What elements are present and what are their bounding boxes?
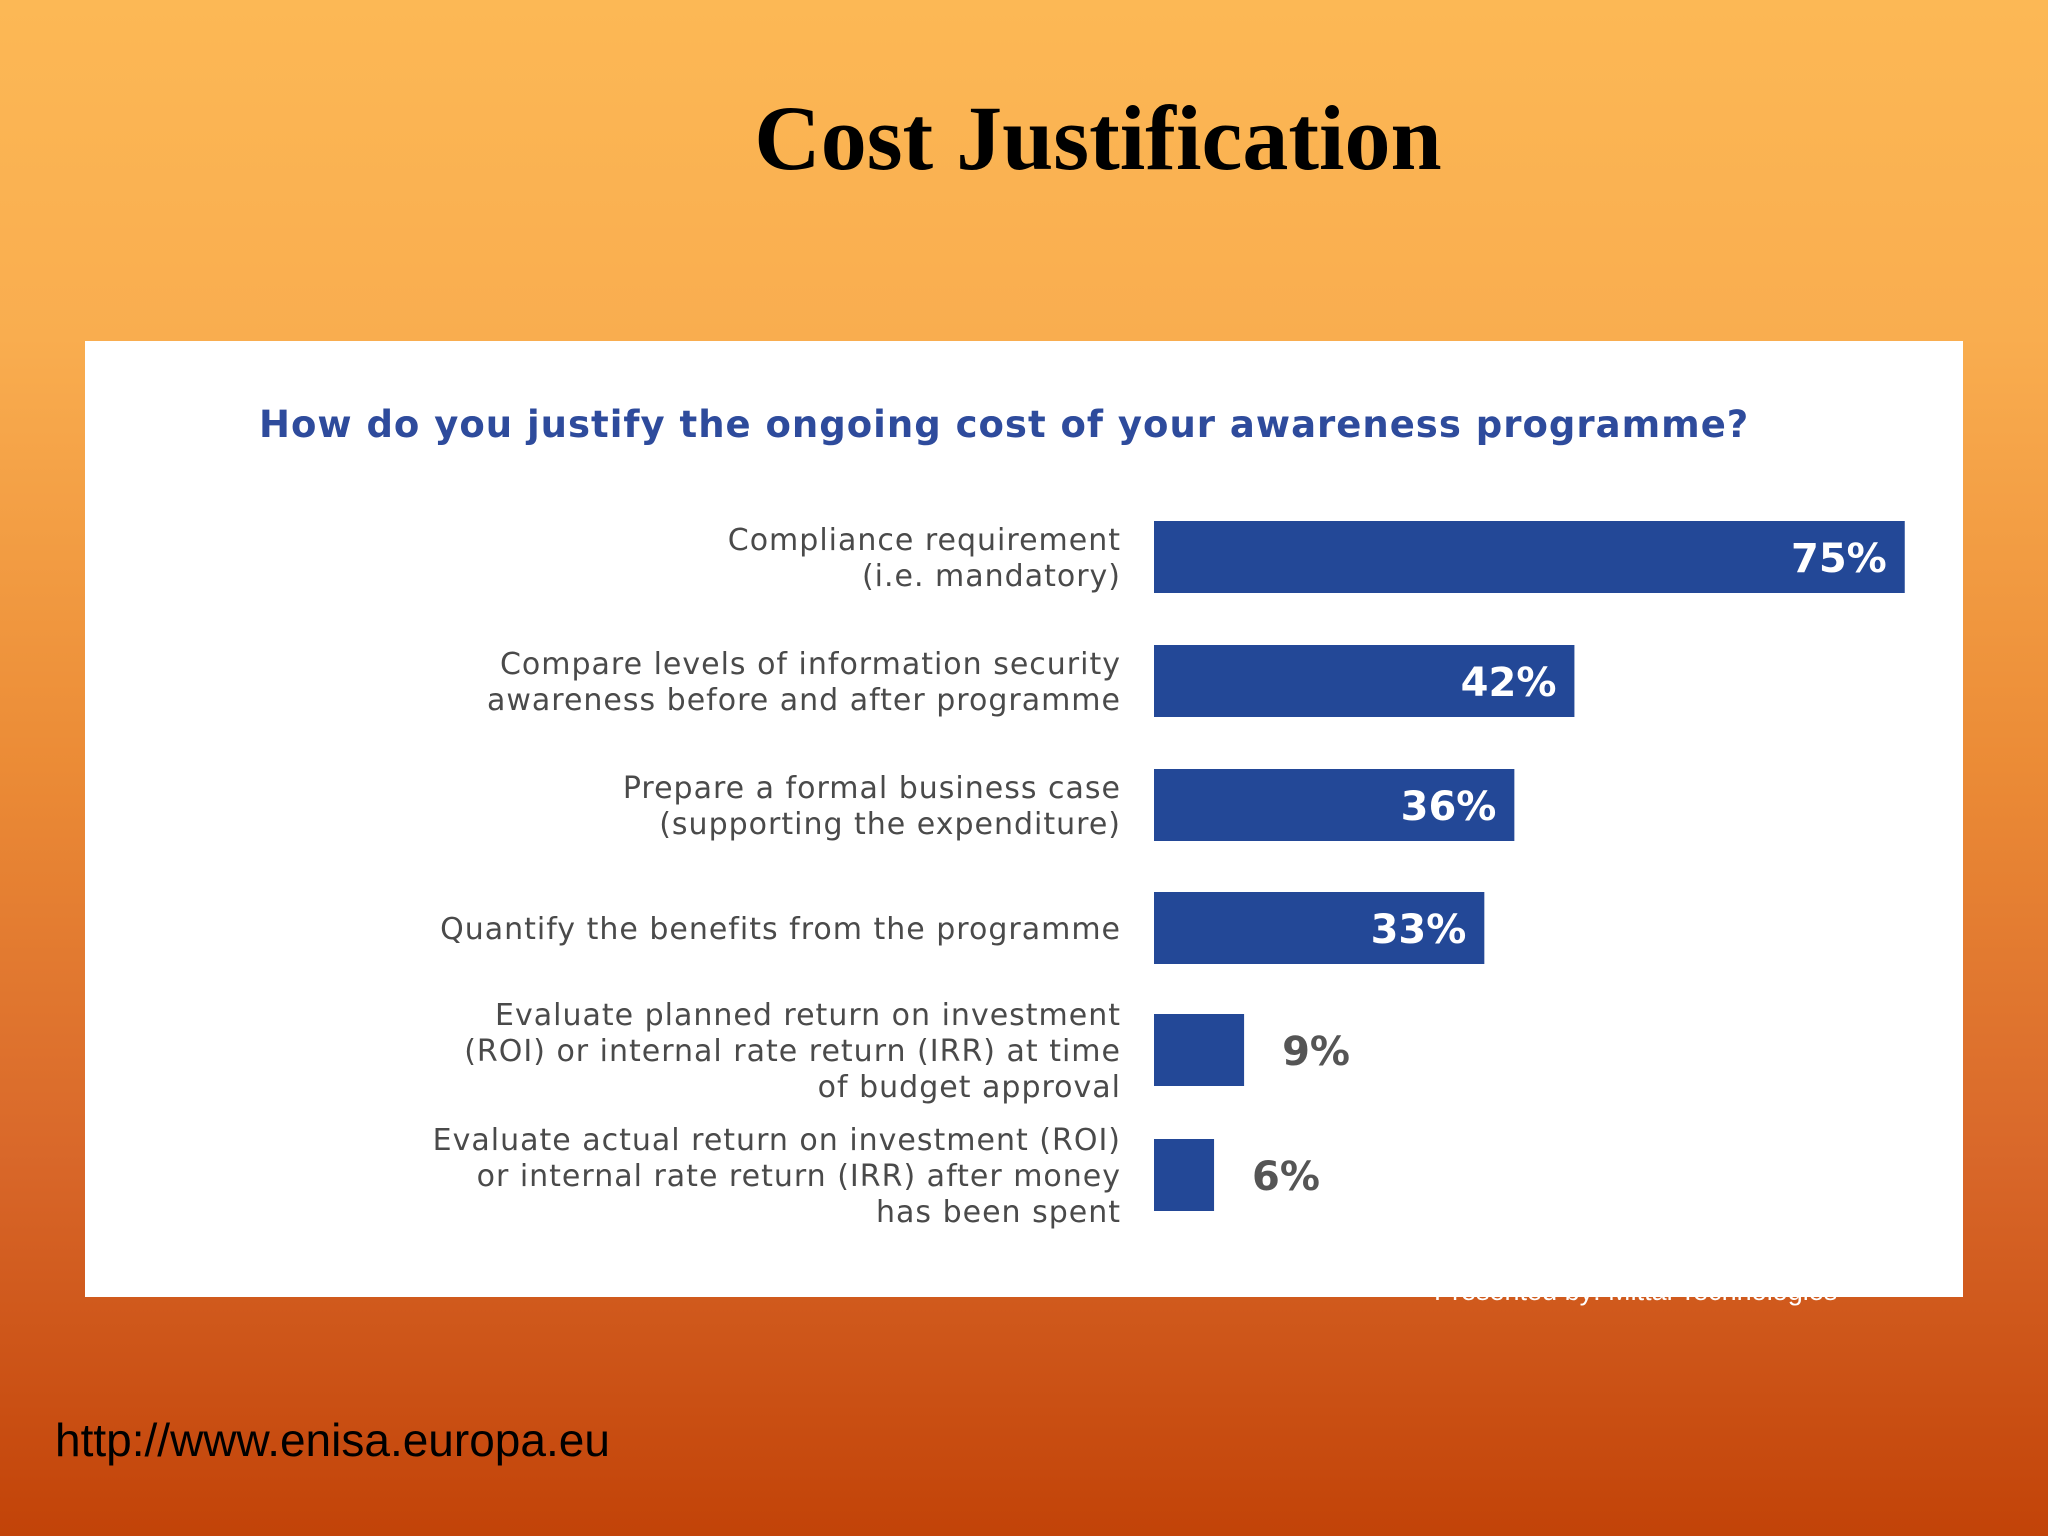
slide-title: Cost Justification <box>754 87 1442 189</box>
chart-title: How do you justify the ongoing cost of y… <box>259 403 1750 446</box>
bar-value-label-2: 36% <box>1401 784 1497 830</box>
category-label-line: Compliance requirement <box>728 523 1121 558</box>
bar-3 <box>1154 892 1485 964</box>
bar-value-label-1: 42% <box>1461 660 1557 706</box>
category-label-3: Quantify the benefits from the programme <box>440 912 1121 947</box>
category-label-line: awareness before and after programme <box>487 683 1121 718</box>
category-label-4: Evaluate planned return on investment (RO… <box>464 998 1121 1105</box>
category-label-5: Evaluate actual return on investment (RO… <box>433 1123 1121 1230</box>
bar-value-label-0: 75% <box>1791 536 1887 582</box>
category-label-line: (i.e. mandatory) <box>862 559 1121 594</box>
category-label-line: Quantify the benefits from the programme <box>440 912 1121 947</box>
presented-by-footer: Presented by: Mittal Technologies <box>1434 1276 1838 1306</box>
category-label-line: Evaluate planned return on investment <box>495 998 1121 1033</box>
bar-1 <box>1154 645 1575 717</box>
category-label-line: (ROI) or internal rate return (IRR) at t… <box>464 1034 1121 1069</box>
category-label-line: Prepare a formal business case <box>623 771 1121 806</box>
bar-value-label-5: 6% <box>1252 1154 1320 1200</box>
category-label-2: Prepare a formal business case (supportin… <box>623 771 1121 842</box>
bar-value-label-3: 33% <box>1371 907 1467 953</box>
category-label-line: of budget approval <box>818 1070 1121 1105</box>
category-label-0: Compliance requirement (i.e. mandatory) <box>728 523 1121 594</box>
bar-chart: 75% Compliance requirement (i.e. mandatory… <box>433 521 1905 1230</box>
bar-value-label-4: 9% <box>1282 1029 1350 1075</box>
category-label-line: Evaluate actual return on investment (RO… <box>433 1123 1121 1158</box>
bar-0 <box>1154 521 1905 593</box>
category-label-line: or internal rate return (IRR) after mone… <box>477 1159 1121 1194</box>
category-label-line: has been spent <box>876 1195 1121 1230</box>
category-label-1: Compare levels of information security aw… <box>487 647 1121 718</box>
category-label-line: (supporting the expenditure) <box>659 807 1121 842</box>
category-label-line: Compare levels of information security <box>500 647 1121 682</box>
source-url: http://www.enisa.europa.eu <box>55 1414 610 1466</box>
chart-panel: How do you justify the ongoing cost of y… <box>85 341 1963 1297</box>
bar-4 <box>1154 1014 1245 1086</box>
bar-5 <box>1154 1139 1215 1211</box>
bar-2 <box>1154 769 1515 841</box>
